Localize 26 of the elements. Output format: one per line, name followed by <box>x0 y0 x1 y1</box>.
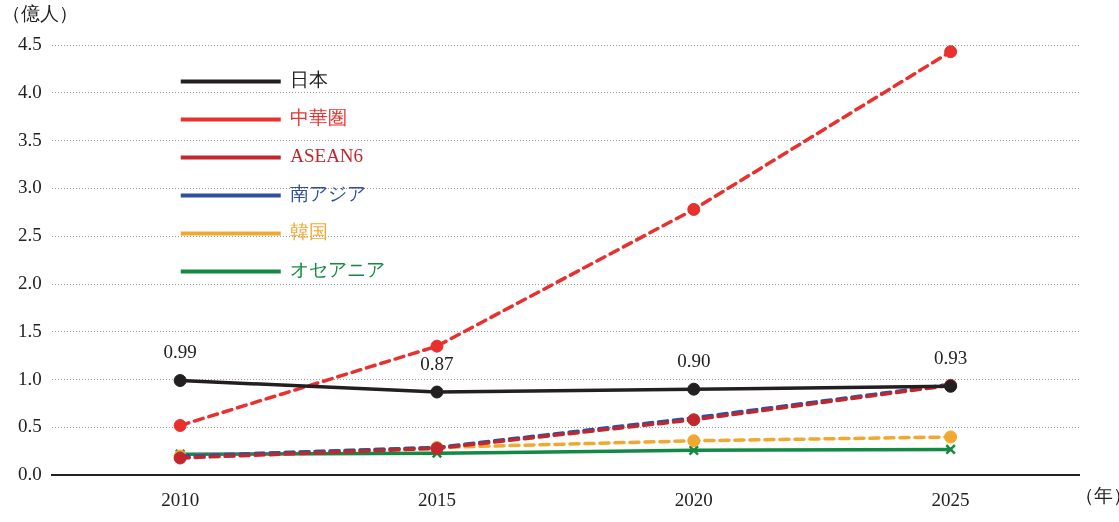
y-tick-label: 0.0 <box>18 463 42 485</box>
data-label: 0.90 <box>677 349 711 371</box>
data-label: 0.87 <box>420 352 454 374</box>
x-tick-label: 2015 <box>417 488 456 510</box>
y-tick-label: 4.5 <box>18 32 42 54</box>
x-axis-title: （年） <box>1075 484 1119 506</box>
y-tick-label: 4.0 <box>18 80 42 102</box>
x-tick-label: 2010 <box>161 488 200 510</box>
text: 南アジア <box>290 183 367 205</box>
data-label: 0.99 <box>163 341 197 363</box>
y-tick-label: 3.0 <box>18 176 42 198</box>
y-tick-label: 0.5 <box>18 415 42 437</box>
y-axis-title: （億人） <box>2 3 78 25</box>
text: 日本 <box>290 69 329 91</box>
text: 中華圏 <box>290 107 348 129</box>
y-tick-label: 2.0 <box>18 271 42 293</box>
x-tick-label: 2025 <box>931 488 970 510</box>
y-tick-label: 1.5 <box>18 319 42 341</box>
text: 韓国 <box>290 221 329 243</box>
x-tick-label: 2020 <box>674 488 713 510</box>
data-label: 0.93 <box>933 346 968 368</box>
y-tick-label: 1.0 <box>18 367 42 389</box>
text: ASEAN6 <box>290 145 364 167</box>
y-tick-label: 3.5 <box>18 128 42 150</box>
text: オセアニア <box>290 259 386 281</box>
y-tick-label: 2.5 <box>18 224 42 246</box>
